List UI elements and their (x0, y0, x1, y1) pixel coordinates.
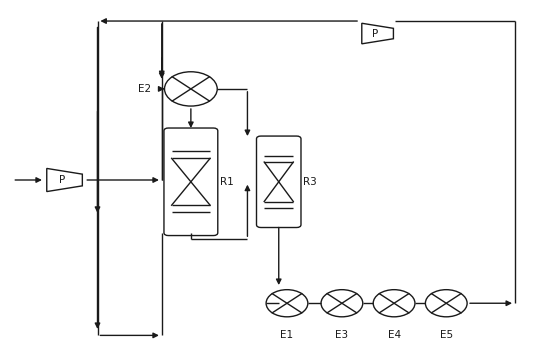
Text: E4: E4 (388, 330, 401, 341)
Text: R3: R3 (303, 177, 317, 187)
Text: R1: R1 (220, 177, 233, 187)
Text: E1: E1 (280, 330, 294, 341)
Text: E5: E5 (440, 330, 453, 341)
Text: E3: E3 (336, 330, 348, 341)
Text: E2: E2 (137, 84, 151, 94)
Text: P: P (59, 175, 65, 185)
Text: P: P (372, 28, 378, 39)
